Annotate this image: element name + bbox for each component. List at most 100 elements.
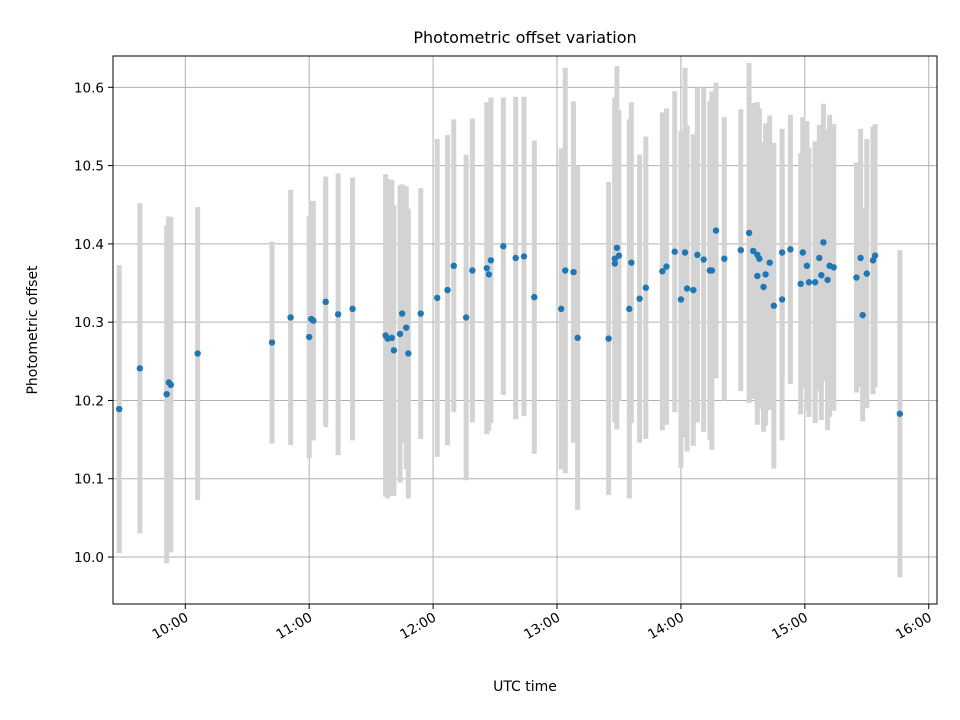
data-point bbox=[820, 239, 827, 246]
x-tick-label: 10:00 bbox=[150, 610, 192, 643]
data-point bbox=[520, 253, 528, 260]
data-point bbox=[388, 334, 395, 342]
data-point bbox=[434, 294, 441, 302]
y-tick-label: 10.1 bbox=[74, 472, 104, 488]
data-point bbox=[136, 365, 144, 372]
data-point bbox=[636, 295, 643, 302]
data-point bbox=[628, 259, 635, 266]
data-point bbox=[512, 254, 519, 262]
data-point bbox=[194, 350, 201, 357]
y-tick-label: 10.2 bbox=[74, 393, 104, 409]
data-point bbox=[799, 249, 806, 256]
data-point bbox=[871, 252, 879, 259]
data-point bbox=[487, 257, 495, 264]
data-point bbox=[570, 268, 577, 276]
data-point bbox=[469, 267, 476, 274]
data-point bbox=[615, 252, 623, 259]
data-point bbox=[712, 227, 720, 234]
data-point bbox=[611, 260, 619, 267]
data-point bbox=[334, 311, 342, 318]
error-bars bbox=[116, 63, 903, 578]
data-point bbox=[750, 247, 757, 255]
data-point bbox=[396, 330, 404, 338]
y-tick-label: 10.0 bbox=[74, 550, 104, 566]
data-point bbox=[613, 244, 621, 251]
data-points bbox=[115, 227, 904, 417]
data-point bbox=[690, 286, 697, 294]
data-point bbox=[605, 335, 612, 342]
data-point bbox=[818, 272, 825, 279]
data-point bbox=[745, 229, 753, 237]
data-point bbox=[500, 243, 507, 250]
data-point bbox=[766, 259, 773, 266]
data-point bbox=[857, 254, 864, 262]
data-point bbox=[811, 279, 819, 286]
data-point bbox=[322, 298, 329, 306]
data-point bbox=[642, 284, 650, 291]
data-point bbox=[805, 279, 813, 286]
data-point bbox=[677, 296, 685, 303]
data-point bbox=[398, 310, 406, 317]
data-point bbox=[485, 271, 493, 278]
y-tick-label: 10.4 bbox=[74, 237, 104, 253]
data-point bbox=[268, 339, 276, 346]
data-point bbox=[681, 249, 689, 256]
y-tick-label: 10.6 bbox=[74, 80, 104, 96]
data-point bbox=[762, 271, 769, 278]
plot-frame bbox=[112, 55, 938, 605]
data-point bbox=[708, 267, 716, 274]
data-point bbox=[417, 310, 424, 317]
data-point bbox=[462, 314, 470, 321]
data-point bbox=[754, 272, 761, 280]
data-point bbox=[770, 302, 778, 309]
x-tick-label: 16:00 bbox=[893, 610, 935, 643]
data-point bbox=[562, 267, 569, 274]
x-tick-label: 11:00 bbox=[273, 610, 315, 643]
data-point bbox=[760, 283, 767, 291]
data-point bbox=[824, 276, 831, 284]
data-point bbox=[626, 305, 633, 313]
data-point bbox=[797, 280, 804, 288]
data-point bbox=[863, 270, 870, 277]
data-point bbox=[756, 255, 763, 262]
chart-title: Photometric offset variation bbox=[413, 28, 636, 47]
x-tick-label: 12:00 bbox=[397, 610, 439, 643]
data-point bbox=[830, 264, 837, 271]
x-tick-label: 14:00 bbox=[645, 610, 687, 643]
data-point bbox=[683, 285, 691, 292]
data-point bbox=[671, 248, 678, 255]
data-point bbox=[167, 381, 175, 388]
data-point bbox=[349, 305, 356, 313]
data-point bbox=[115, 405, 123, 413]
data-point bbox=[163, 390, 170, 398]
data-point bbox=[305, 333, 313, 341]
data-point bbox=[405, 350, 412, 357]
x-axis-label: UTC time bbox=[493, 679, 557, 695]
data-point bbox=[778, 296, 786, 303]
data-point bbox=[816, 254, 823, 262]
data-point bbox=[390, 347, 398, 354]
data-point bbox=[444, 286, 451, 294]
data-point bbox=[310, 317, 317, 324]
data-point bbox=[531, 293, 538, 301]
data-point bbox=[721, 255, 728, 262]
data-point bbox=[803, 262, 811, 270]
x-axis-ticks: 10:00 11:00 12:00 13:00 14:00 15:00 16:00 bbox=[150, 604, 935, 643]
y-axis-label: Photometric offset bbox=[25, 265, 41, 395]
x-tick-label: 13:00 bbox=[521, 610, 563, 643]
data-point bbox=[787, 246, 794, 253]
y-tick-label: 10.3 bbox=[74, 315, 104, 331]
data-point bbox=[403, 324, 410, 331]
data-point bbox=[700, 256, 707, 263]
data-point bbox=[853, 274, 860, 281]
data-point bbox=[859, 311, 866, 319]
data-point bbox=[663, 263, 670, 270]
data-point bbox=[659, 268, 666, 275]
x-tick-label: 15:00 bbox=[769, 610, 811, 643]
data-point bbox=[287, 314, 294, 321]
y-tick-label: 10.5 bbox=[74, 159, 104, 175]
data-point bbox=[483, 264, 490, 272]
y-axis-ticks: 10.0 10.1 10.2 10.3 10.4 10.5 10.6 bbox=[74, 80, 113, 566]
data-point bbox=[557, 305, 565, 313]
